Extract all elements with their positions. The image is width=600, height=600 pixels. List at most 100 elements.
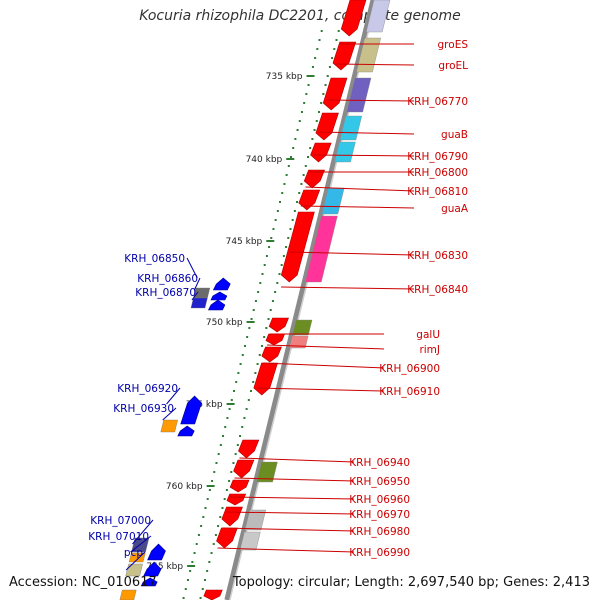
tick-dot bbox=[217, 453, 220, 455]
forward-gene-arrow bbox=[265, 333, 286, 346]
guide-dot bbox=[328, 66, 331, 68]
scale-tick-label: 745 kbp bbox=[226, 237, 263, 247]
tick-dot bbox=[213, 471, 216, 473]
tick-dot bbox=[191, 561, 194, 563]
reverse-gene-arrow bbox=[208, 299, 226, 311]
forward-gene-arrow bbox=[322, 77, 348, 111]
guide-dot bbox=[214, 534, 217, 536]
guide-dot bbox=[265, 327, 268, 329]
guide-dot bbox=[241, 426, 244, 428]
forward-gene-label: KRH_06990 bbox=[349, 547, 410, 559]
guide-dot bbox=[302, 174, 305, 176]
forward-gene-label: groES bbox=[438, 39, 469, 51]
tick-dot bbox=[318, 39, 321, 41]
forward-leader-line bbox=[217, 547, 355, 553]
tick-dot bbox=[279, 201, 282, 203]
tick-dot bbox=[200, 525, 203, 527]
tick-dot bbox=[235, 381, 238, 383]
tick-dot bbox=[314, 57, 317, 59]
tick-dot bbox=[311, 66, 314, 68]
tick-dot bbox=[289, 156, 292, 158]
tick-dot bbox=[239, 363, 242, 365]
guide-dot bbox=[313, 129, 316, 131]
guide-dot bbox=[326, 75, 329, 77]
tick-dot bbox=[261, 273, 264, 275]
scale-tick-label: 755 kbp bbox=[186, 400, 223, 410]
forward-gene-arrow bbox=[332, 41, 357, 71]
forward-gene-arrow bbox=[226, 493, 247, 506]
forward-gene-arrow bbox=[221, 506, 243, 527]
forward-gene-arrow bbox=[216, 527, 238, 549]
tick-dot bbox=[211, 480, 214, 482]
guide-dot bbox=[225, 489, 228, 491]
forward-gene-arrow bbox=[233, 459, 255, 479]
reverse-leader-line bbox=[166, 387, 181, 405]
forward-gene-arrow bbox=[340, 0, 367, 37]
accession-text: Accession: NC_010617 bbox=[9, 575, 157, 590]
guide-dot bbox=[271, 300, 274, 302]
forward-gene-label: KRH_06900 bbox=[379, 363, 440, 375]
tick-dot bbox=[257, 291, 260, 293]
guide-dot bbox=[247, 399, 250, 401]
tick-dot bbox=[215, 462, 218, 464]
guide-dot bbox=[217, 525, 220, 527]
guide-dot bbox=[236, 444, 239, 446]
forward-leader-line bbox=[335, 63, 415, 66]
reverse-cog-band bbox=[119, 589, 137, 600]
forward-gene-arrow bbox=[229, 479, 250, 493]
forward-leader-line bbox=[300, 205, 415, 209]
guide-dot bbox=[223, 498, 226, 500]
guide-dot bbox=[298, 192, 301, 194]
reverse-gene-arrow bbox=[180, 395, 202, 425]
forward-gene-label: KRH_06910 bbox=[379, 386, 440, 398]
guide-dot bbox=[278, 273, 281, 275]
forward-leader-line bbox=[289, 251, 415, 256]
tick-dot bbox=[307, 84, 310, 86]
tick-dot bbox=[283, 183, 286, 185]
forward-gene-arrow bbox=[203, 589, 223, 600]
forward-gene-label: KRH_06940 bbox=[349, 457, 410, 469]
tick-dot bbox=[298, 120, 301, 122]
tick-dot bbox=[189, 570, 192, 572]
forward-gene-label: KRH_06950 bbox=[349, 476, 410, 488]
tick-dot bbox=[248, 327, 251, 329]
cog-band bbox=[288, 335, 309, 349]
reverse-gene-arrow bbox=[212, 277, 231, 291]
tick-dot bbox=[296, 129, 299, 131]
tick-dot bbox=[197, 534, 200, 536]
guide-dot bbox=[309, 147, 312, 149]
reverse-gene-label: KRH_06850 bbox=[124, 253, 185, 265]
tick-dot bbox=[182, 597, 185, 599]
guide-dot bbox=[212, 543, 215, 545]
scale-tick-label: 760 kbp bbox=[166, 482, 203, 492]
cog-band bbox=[365, 0, 391, 33]
forward-leader-line bbox=[305, 186, 415, 192]
tick-dot bbox=[228, 408, 231, 410]
guide-dot bbox=[256, 363, 259, 365]
tick-dot bbox=[208, 489, 211, 491]
forward-gene-label: rimJ bbox=[419, 344, 440, 356]
forward-gene-label: KRH_06810 bbox=[407, 186, 468, 198]
tick-dot bbox=[281, 192, 284, 194]
tick-dot bbox=[292, 147, 295, 149]
reverse-gene-label: KRH_06920 bbox=[117, 383, 178, 395]
scale-tick-label: 750 kbp bbox=[206, 318, 243, 328]
guide-dot bbox=[306, 156, 309, 158]
guide-dot bbox=[206, 570, 209, 572]
forward-gene-arrow bbox=[238, 439, 260, 459]
forward-gene-arrow bbox=[280, 211, 315, 283]
tick-dot bbox=[206, 498, 209, 500]
forward-gene-arrow bbox=[253, 362, 278, 396]
guide-dot bbox=[208, 561, 211, 563]
reverse-leader-line bbox=[186, 257, 198, 279]
guide-dot bbox=[291, 219, 294, 221]
reverse-leader-line bbox=[162, 407, 177, 421]
tick-dot bbox=[259, 282, 262, 284]
forward-gene-arrow bbox=[315, 112, 339, 141]
guide-dot bbox=[324, 84, 327, 86]
forward-gene-label: KRH_06800 bbox=[407, 167, 468, 179]
reverse-gene-label: KRH_06860 bbox=[137, 273, 198, 285]
forward-gene-arrow bbox=[303, 169, 326, 189]
guide-dot bbox=[249, 390, 252, 392]
guide-dot bbox=[337, 30, 340, 32]
